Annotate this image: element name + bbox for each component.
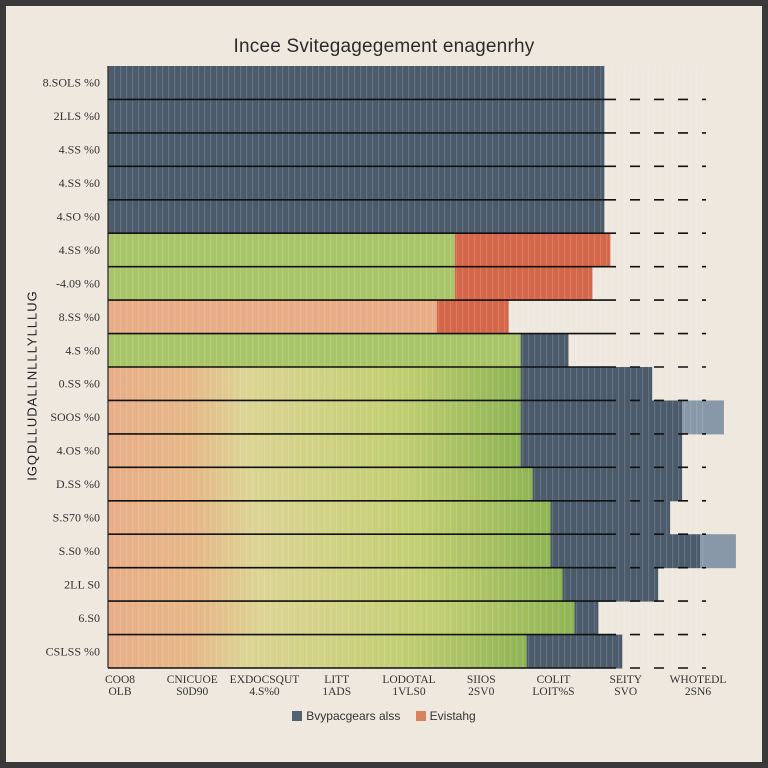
x-tick-label-8: WHOTEDL 2SN6 bbox=[670, 674, 727, 698]
x-tick-label-4: LODOTAL 1VLS0 bbox=[382, 674, 435, 698]
x-tick-label-6: COLIT LOIT%S bbox=[532, 674, 574, 698]
legend-swatch-1 bbox=[415, 711, 426, 721]
chart-frame: Incee Svitegagegement enagenrhy IGQDLLUD… bbox=[6, 6, 762, 762]
y-tick-label-6: -4.09 %0 bbox=[56, 276, 100, 290]
y-tick-label-10: SOOS %0 bbox=[50, 410, 100, 424]
y-tick-label-5: 4.SS %0 bbox=[59, 243, 100, 257]
y-tick-label-11: 4.OS %0 bbox=[57, 444, 100, 458]
y-tick-label-3: 4.SS %0 bbox=[59, 176, 100, 190]
y-tick-label-15: 2LL S0 bbox=[64, 577, 100, 591]
legend-label-0: Bvypacgears alss bbox=[306, 709, 401, 723]
legend-item-0: Bvypacgears alss bbox=[292, 709, 400, 723]
y-tick-label-0: 8.SOLS %0 bbox=[43, 76, 100, 90]
x-tick-label-5: SIIOS 2SV0 bbox=[467, 674, 496, 698]
y-tick-label-17: CSLSS %0 bbox=[46, 644, 100, 658]
x-tick-label-1: CNICUOE S0D90 bbox=[167, 674, 218, 698]
chart-title: Incee Svitegagegement enagenrhy bbox=[233, 36, 535, 57]
y-ticks-group: 8.SOLS %0 2LLS %0 4.SS %0 4.SS %0 4.SO %0 4.S… bbox=[43, 76, 100, 659]
x-tick-label-7: SEITY SVO bbox=[609, 674, 642, 698]
legend: Bvypacgears alss Evistahg bbox=[6, 709, 762, 723]
gridlines-group bbox=[107, 66, 706, 669]
x-tick-label-3: LITT 1ADS bbox=[322, 674, 351, 698]
x-ticks-group: COO8 OLB CNICUOE S0D90 EXDOCSQUT 4.S%0 LITT 1AD… bbox=[105, 674, 726, 698]
legend-swatch-0 bbox=[292, 711, 303, 721]
y-tick-label-13: S.S70 %0 bbox=[53, 511, 100, 525]
x-tick-label-2: EXDOCSQUT 4.S%0 bbox=[230, 674, 300, 698]
y-tick-label-14: S.S0 %0 bbox=[59, 544, 100, 558]
y-tick-label-8: 4.S %0 bbox=[65, 343, 100, 357]
y-tick-label-16: 6.S0 bbox=[78, 611, 100, 625]
y-tick-label-1: 2LLS %0 bbox=[54, 109, 100, 123]
chart-plot: 8.SOLS %0 2LLS %0 4.SS %0 4.SS %0 4.SO %0 4.S… bbox=[43, 66, 736, 698]
x-tick-label-0: COO8 OLB bbox=[105, 674, 135, 698]
y-tick-label-9: 0.SS %0 bbox=[59, 377, 100, 391]
legend-item-1: Evistahg bbox=[415, 709, 476, 723]
y-tick-label-4: 4.SO %0 bbox=[57, 210, 100, 224]
legend-label-1: Evistahg bbox=[429, 709, 476, 723]
y-tick-label-12: D.SS %0 bbox=[56, 477, 100, 491]
y-tick-label-2: 4.SS %0 bbox=[59, 143, 100, 157]
y-tick-label-7: 8.SS %0 bbox=[59, 310, 100, 324]
